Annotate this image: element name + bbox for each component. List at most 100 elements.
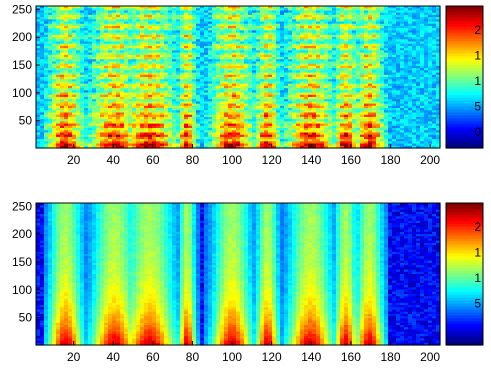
heatmap-cell bbox=[128, 145, 133, 149]
heatmap-cell bbox=[156, 43, 161, 47]
heatmap-cell bbox=[144, 63, 149, 67]
heatmap-cell bbox=[44, 119, 49, 122]
heatmap-cell bbox=[104, 74, 109, 78]
heatmap-cell bbox=[128, 70, 133, 74]
heatmap-cell bbox=[148, 139, 153, 142]
heatmap-cell bbox=[132, 101, 137, 105]
heatmap-cell bbox=[48, 85, 53, 89]
heatmap-cell bbox=[104, 59, 109, 63]
heatmap-cell bbox=[136, 68, 141, 71]
heatmap-cell bbox=[144, 14, 149, 18]
heatmap-cell bbox=[164, 61, 169, 65]
heatmap-cell bbox=[48, 81, 53, 85]
heatmap-cell bbox=[156, 94, 161, 98]
heatmap-cell bbox=[80, 119, 85, 122]
heatmap-cell bbox=[136, 43, 141, 47]
heatmap-cell bbox=[40, 30, 45, 34]
heatmap-cell bbox=[116, 12, 121, 16]
heatmap-cell bbox=[76, 45, 81, 49]
heatmap-cell bbox=[76, 94, 81, 98]
heatmap-cell bbox=[144, 25, 149, 29]
heatmap-cell bbox=[112, 88, 117, 91]
heatmap-cell bbox=[116, 61, 121, 65]
heatmap-cell bbox=[64, 45, 69, 49]
heatmap-cell bbox=[112, 81, 117, 85]
heatmap-cell bbox=[164, 21, 169, 25]
heatmap-cell bbox=[100, 32, 105, 36]
heatmap-cell bbox=[40, 103, 45, 107]
heatmap-cell bbox=[72, 121, 77, 125]
heatmap-cell bbox=[60, 136, 65, 140]
heatmap-cell bbox=[152, 83, 157, 87]
heatmap-cell bbox=[104, 21, 109, 25]
heatmap-cell bbox=[120, 32, 125, 36]
heatmap-cell bbox=[136, 110, 141, 114]
heatmap-cell bbox=[72, 12, 77, 16]
heatmap-cell bbox=[44, 48, 49, 51]
heatmap-cell bbox=[104, 121, 109, 125]
heatmap-cell bbox=[132, 19, 137, 23]
heatmap-cell bbox=[128, 68, 133, 71]
heatmap-cell bbox=[92, 134, 97, 138]
heatmap-cell bbox=[80, 83, 85, 87]
heatmap-cell bbox=[88, 105, 93, 109]
heatmap-cell bbox=[132, 39, 137, 43]
heatmap-cell bbox=[160, 63, 165, 67]
heatmap-cell bbox=[44, 112, 49, 116]
heatmap-cell bbox=[132, 83, 137, 87]
heatmap-cell bbox=[72, 43, 77, 47]
heatmap-cell bbox=[44, 65, 49, 69]
heatmap-cell bbox=[76, 17, 81, 20]
heatmap-cell bbox=[128, 123, 133, 127]
heatmap-cell bbox=[80, 50, 85, 54]
heatmap-cell bbox=[44, 88, 49, 91]
heatmap-cell bbox=[136, 116, 141, 120]
heatmap-cell bbox=[40, 74, 45, 78]
heatmap-cell bbox=[164, 57, 169, 60]
heatmap-cell bbox=[112, 94, 117, 98]
heatmap-cell bbox=[144, 54, 149, 58]
heatmap-cell bbox=[48, 92, 53, 96]
heatmap-cell bbox=[152, 74, 157, 78]
heatmap-cell bbox=[40, 28, 45, 32]
heatmap-cell bbox=[84, 17, 89, 20]
heatmap-cell bbox=[144, 83, 149, 87]
heatmap-cell bbox=[156, 110, 161, 114]
heatmap-cell bbox=[64, 121, 69, 125]
heatmap-cell bbox=[108, 143, 113, 147]
heatmap-cell bbox=[68, 17, 73, 20]
heatmap-cell bbox=[124, 119, 129, 122]
heatmap-cell bbox=[48, 103, 53, 107]
heatmap-cell bbox=[56, 72, 61, 76]
heatmap-cell bbox=[40, 65, 45, 69]
heatmap-cell bbox=[136, 103, 141, 107]
heatmap-cell bbox=[76, 10, 81, 14]
heatmap-cell bbox=[132, 114, 137, 118]
heatmap-cell bbox=[88, 32, 93, 36]
heatmap-cell bbox=[52, 88, 57, 91]
heatmap-cell bbox=[120, 132, 125, 136]
heatmap-cell bbox=[164, 6, 169, 9]
heatmap-cell bbox=[140, 28, 145, 32]
heatmap-cell bbox=[80, 108, 85, 111]
heatmap-cell bbox=[148, 88, 153, 91]
heatmap-cell bbox=[116, 48, 121, 51]
heatmap-cell bbox=[148, 50, 153, 54]
heatmap-cell bbox=[116, 41, 121, 45]
heatmap-cell bbox=[100, 114, 105, 118]
heatmap-cell bbox=[148, 101, 153, 105]
heatmap-cell bbox=[72, 74, 77, 78]
heatmap-cell bbox=[112, 45, 117, 49]
heatmap-cell bbox=[116, 110, 121, 114]
heatmap-cell bbox=[72, 77, 77, 80]
heatmap-cell bbox=[128, 59, 133, 63]
heatmap-cell bbox=[140, 14, 145, 18]
heatmap-cell bbox=[44, 43, 49, 47]
heatmap-cell bbox=[108, 45, 113, 49]
heatmap-cell bbox=[52, 70, 57, 74]
heatmap-cell bbox=[140, 10, 145, 14]
heatmap-cell bbox=[104, 130, 109, 134]
heatmap-cell bbox=[76, 132, 81, 136]
heatmap-cell bbox=[120, 14, 125, 18]
heatmap-cell bbox=[96, 68, 101, 71]
